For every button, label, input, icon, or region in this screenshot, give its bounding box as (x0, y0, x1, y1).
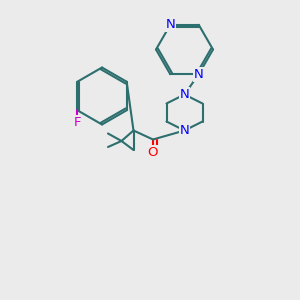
Text: N: N (165, 18, 175, 31)
Text: N: N (180, 124, 189, 137)
Text: N: N (180, 88, 189, 101)
Text: F: F (74, 116, 81, 129)
Text: N: N (194, 68, 204, 81)
Text: O: O (148, 146, 158, 160)
